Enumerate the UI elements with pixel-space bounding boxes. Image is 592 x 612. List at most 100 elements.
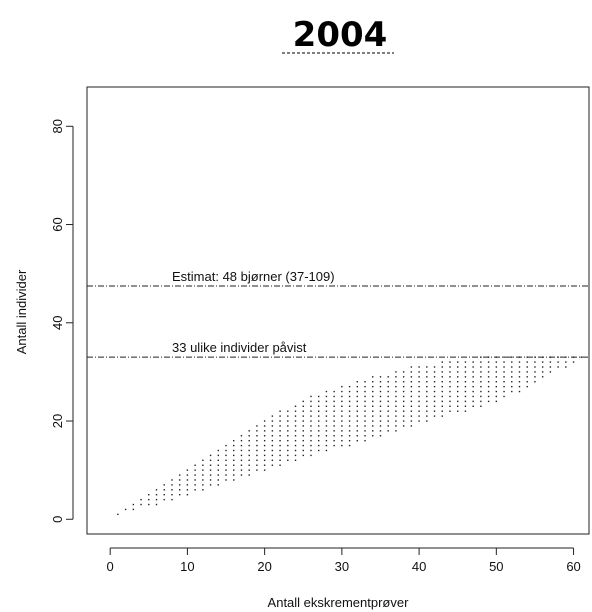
data-point [317, 400, 320, 403]
data-point [233, 454, 235, 457]
data-point [495, 400, 498, 403]
data-point [325, 444, 328, 447]
data-point [410, 405, 413, 407]
data-point [256, 469, 258, 471]
data-point [441, 395, 443, 398]
data-point [271, 459, 274, 462]
data-point [202, 479, 204, 481]
data-point [557, 366, 559, 368]
data-point [348, 439, 351, 442]
data-point [410, 381, 413, 383]
data-point [217, 479, 219, 481]
data-point [240, 459, 243, 462]
data-point [503, 371, 505, 373]
data-point [372, 381, 374, 383]
data-point [503, 390, 505, 393]
data-point [202, 484, 204, 486]
data-point [225, 449, 227, 452]
data-point [526, 366, 528, 368]
data-point [178, 479, 181, 481]
data-point [372, 420, 374, 422]
data-point [256, 464, 258, 466]
data-point [464, 395, 467, 398]
data-point [395, 405, 397, 407]
data-point [418, 381, 420, 383]
data-point [240, 435, 243, 437]
data-point [449, 405, 451, 407]
data-point [541, 371, 544, 373]
data-point [348, 415, 351, 417]
reference-lines: Estimat: 48 bjørner (37-109) 33 ulike ind… [87, 269, 589, 358]
data-point [526, 381, 528, 383]
data-point [480, 390, 482, 393]
x-axis: 0 10 20 30 40 50 60 [107, 547, 581, 574]
data-point [379, 425, 382, 427]
data-point [325, 405, 328, 407]
data-point [217, 474, 219, 476]
data-point [271, 444, 274, 447]
data-point [325, 395, 328, 398]
data-point [441, 400, 443, 403]
data-point [279, 464, 281, 466]
data-point [171, 479, 173, 481]
data-point [387, 420, 389, 422]
data-point [534, 361, 536, 363]
data-point [495, 385, 498, 388]
data-point [372, 376, 374, 378]
data-point [395, 371, 397, 373]
data-point [310, 395, 312, 398]
data-point [356, 410, 359, 412]
data-point [302, 444, 304, 447]
data-point [426, 415, 428, 417]
data-point [464, 410, 467, 412]
data-point [271, 430, 274, 432]
data-point [364, 390, 366, 393]
data-point [457, 376, 459, 378]
data-point [271, 449, 274, 452]
data-point [410, 420, 413, 422]
data-point [464, 400, 467, 403]
reference-line-label: 33 ulike individer påvist [172, 340, 307, 355]
data-point [549, 361, 552, 363]
x-tick-label: 20 [257, 559, 271, 574]
data-point [333, 400, 335, 403]
data-point [325, 420, 328, 422]
data-point [433, 385, 436, 388]
data-point [317, 444, 320, 447]
data-point [287, 415, 289, 417]
data-point [248, 459, 250, 462]
data-point [341, 430, 343, 432]
data-point [387, 405, 389, 407]
data-point [418, 405, 420, 407]
data-point [341, 385, 343, 388]
data-point [194, 484, 196, 486]
data-point [441, 361, 443, 363]
data-point [364, 405, 366, 407]
data-point [402, 390, 405, 393]
data-point [511, 356, 513, 358]
data-point [325, 430, 328, 432]
data-point [534, 376, 536, 378]
data-point [402, 376, 405, 378]
data-point [426, 376, 428, 378]
data-point [148, 503, 150, 506]
data-point [518, 390, 521, 393]
data-point [372, 385, 374, 388]
data-point [379, 385, 382, 388]
data-point [395, 400, 397, 403]
data-point [364, 420, 366, 422]
data-point [317, 415, 320, 417]
data-point [302, 415, 304, 417]
data-point [132, 508, 135, 511]
data-point [217, 454, 219, 457]
data-point [294, 459, 297, 462]
data-point [287, 435, 289, 437]
data-point [480, 385, 482, 388]
data-point [333, 405, 335, 407]
data-point [472, 390, 474, 393]
data-point [333, 435, 335, 437]
data-point [263, 420, 266, 422]
data-point [155, 489, 158, 491]
data-point [480, 371, 482, 373]
y-axis: 0 20 40 60 80 [50, 119, 74, 523]
